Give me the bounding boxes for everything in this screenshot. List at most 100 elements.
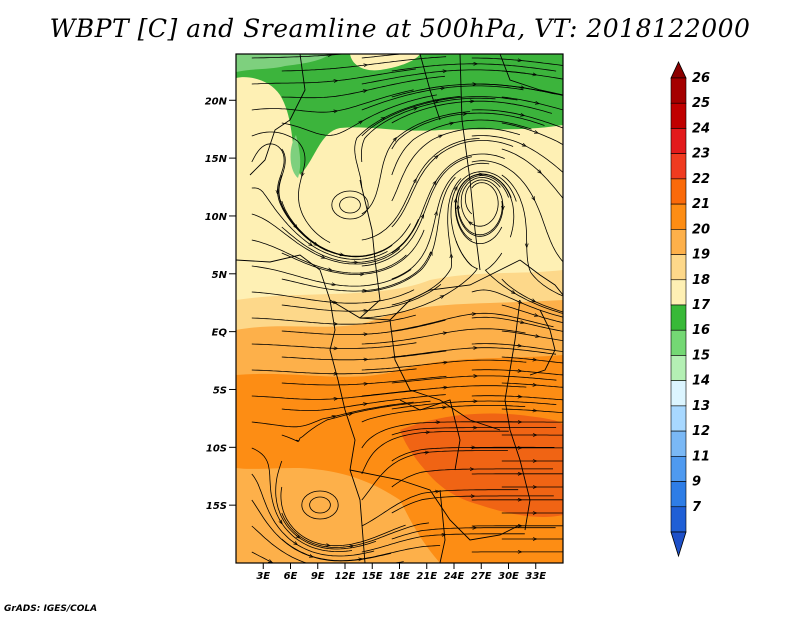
streamline-arrow [422, 216, 423, 220]
colorbar-label: 24 [692, 121, 710, 136]
lon-tick-label: 15E [362, 571, 383, 582]
lat-tick-label: 15S [206, 501, 227, 512]
colorbar-label: 7 [692, 500, 702, 515]
country-border [236, 254, 339, 381]
streamlines [251, 54, 563, 568]
colorbar-swatch [670, 481, 687, 508]
colorbar-swatch [670, 456, 687, 482]
streamline [361, 54, 405, 59]
lat-tick-label: 5N [212, 270, 228, 281]
colorbar-swatch [670, 254, 687, 281]
colorbar-label: 22 [692, 172, 710, 187]
streamline-arrow [448, 123, 452, 124]
lat-tick-label: 5S [213, 385, 227, 396]
streamline-arrow [437, 136, 441, 137]
colorbar-label: 20 [692, 222, 710, 237]
circulation-loop [331, 190, 369, 220]
field-region [236, 83, 282, 186]
colorbar-label: 15 [692, 348, 710, 363]
colorbar-swatch [670, 380, 687, 407]
colorbar-label: 26 [692, 71, 710, 86]
streamline-arrow [441, 333, 445, 334]
colorbar-swatch [670, 355, 687, 381]
streamline-arrow [267, 560, 271, 561]
streamline-arrow [280, 519, 282, 523]
streamline-arrow [296, 535, 298, 537]
map-title: WBPT [C] and Sreamline at 500hPa, VT: 20… [49, 14, 751, 43]
longitude-axis: 3E 6E 9E 12E 15E 18E 21E 24E 27E 30E 33E [256, 563, 546, 582]
lat-tick-label: 10S [206, 443, 227, 454]
streamline-arrow [532, 195, 533, 199]
country-border [439, 489, 446, 563]
streamline-arrow [393, 139, 395, 141]
colorbar-label: 11 [692, 449, 710, 464]
lat-tick-label: 20N [205, 96, 228, 107]
colorbar-swatch [670, 77, 687, 104]
lon-tick-label: 27E [471, 571, 492, 582]
lon-tick-label: 9E [311, 571, 325, 582]
colorbar-swatch [670, 102, 687, 129]
grads-credit: GrADS: IGES/COLA [4, 604, 98, 614]
streamline-arrow [330, 416, 334, 417]
country-border [349, 469, 521, 541]
colorbar: 26 25 24 23 22 21 20 19 18 17 16 15 14 13 12 11 9 7 [670, 61, 711, 558]
streamline-arrow [433, 101, 437, 102]
streamline-arrow [293, 542, 295, 544]
streamline-arrow [510, 291, 514, 293]
circulation-loop [301, 490, 339, 520]
country-border [529, 309, 556, 376]
streamline-arrow [414, 181, 415, 184]
lat-tick-label: EQ [212, 328, 228, 339]
colorbar-label: 12 [692, 424, 710, 439]
country-border [337, 379, 366, 563]
lon-tick-label: 18E [389, 571, 410, 582]
colorbar-swatch [670, 329, 687, 356]
streamline-arrow [380, 118, 384, 119]
colorbar-swatch [670, 229, 687, 255]
streamline-arrow [434, 157, 436, 159]
streamline [251, 525, 404, 563]
lon-tick-label: 6E [284, 571, 298, 582]
streamline-arrow [320, 567, 323, 568]
colorbar-bottom-arrow [670, 531, 687, 558]
streamline-arrow [533, 132, 537, 133]
colorbar-label: 23 [692, 147, 710, 162]
lon-tick-label: 21E [416, 571, 437, 582]
colorbar-swatch [670, 279, 687, 306]
field-region [400, 413, 563, 517]
streamline-arrow [320, 256, 323, 257]
colorbar-label: 14 [692, 374, 710, 389]
streamline-arrow [470, 223, 473, 225]
lon-tick-label: 24E [444, 571, 465, 582]
lon-tick-label: 3E [256, 571, 270, 582]
colorbar-label: 17 [692, 298, 711, 313]
lon-tick-label: 30E [498, 571, 519, 582]
streamline-arrow [302, 171, 303, 175]
streamline-arrow [519, 114, 522, 115]
streamline-arrow [434, 183, 435, 186]
colorbar-label: 25 [692, 96, 710, 111]
colorbar-top-arrow [670, 61, 687, 79]
streamline-arrow [538, 170, 540, 172]
streamline-arrow [534, 103, 537, 104]
colorbar-swatch [670, 304, 687, 331]
colorbar-swatch [670, 405, 687, 432]
streamline-arrow [521, 144, 525, 145]
colorbar-label: 13 [692, 399, 710, 414]
streamline-arrow [517, 301, 521, 302]
streamline-arrow [455, 188, 456, 192]
streamline-arrow [534, 336, 537, 337]
colorbar-swatch [670, 203, 687, 230]
country-border [499, 54, 563, 96]
colorbar-label: 16 [692, 323, 710, 338]
country-border [519, 259, 563, 296]
streamline-arrow [412, 108, 416, 109]
lon-tick-label: 12E [335, 571, 356, 582]
colorbar-swatch [670, 506, 687, 533]
streamline-arrow [530, 300, 534, 301]
lat-tick-label: 15N [205, 154, 228, 165]
colorbar-label: 18 [692, 273, 710, 288]
streamline-arrow [327, 269, 330, 270]
circulation-loop [339, 196, 361, 214]
field-region [236, 54, 330, 72]
